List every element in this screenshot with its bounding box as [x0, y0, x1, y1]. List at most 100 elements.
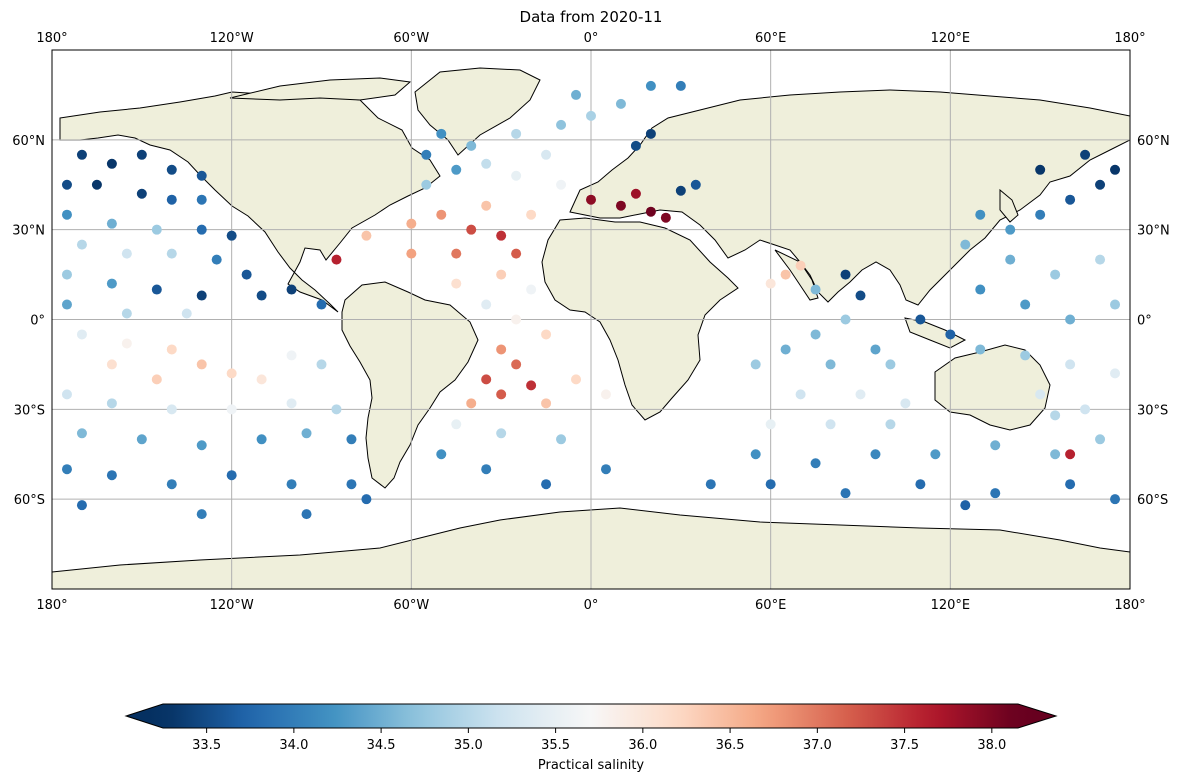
salinity-point — [645, 80, 656, 91]
salinity-point — [76, 500, 87, 511]
salinity-point — [855, 389, 866, 400]
salinity-point — [511, 128, 522, 139]
salinity-point — [451, 248, 462, 259]
colorbar-tick-label: 35.0 — [454, 738, 483, 753]
salinity-point — [1080, 149, 1091, 160]
salinity-point — [61, 464, 72, 475]
salinity-point — [600, 464, 611, 475]
salinity-point — [765, 419, 776, 430]
japan-land — [999, 188, 1019, 223]
salinity-point — [541, 149, 552, 160]
salinity-point — [406, 218, 417, 229]
salinity-point — [451, 278, 462, 289]
x-tick-label: 120°W — [210, 31, 254, 46]
salinity-point — [750, 449, 761, 460]
arctic-islands-land — [229, 77, 412, 101]
salinity-point — [675, 185, 686, 196]
salinity-point — [151, 374, 162, 385]
salinity-point — [810, 329, 821, 340]
salinity-point — [421, 149, 432, 160]
salinity-point — [571, 374, 582, 385]
salinity-point — [196, 194, 207, 205]
y-tick-labels-right: 60°N 30°N 0° 30°S 60°S — [1137, 134, 1170, 508]
greenland-land — [414, 67, 541, 156]
salinity-point — [511, 170, 522, 181]
salinity-point — [181, 308, 192, 319]
salinity-point — [615, 200, 626, 211]
y-tick-label: 30°N — [12, 224, 45, 239]
salinity-point — [496, 230, 507, 241]
salinity-point — [196, 224, 207, 235]
salinity-point — [451, 419, 462, 430]
salinity-point — [481, 299, 492, 310]
salinity-point — [1110, 368, 1121, 379]
salinity-point — [825, 359, 836, 370]
salinity-point — [541, 329, 552, 340]
salinity-point — [481, 464, 492, 475]
salinity-point — [466, 398, 477, 409]
salinity-point — [196, 440, 207, 451]
map-frame — [51, 49, 1131, 590]
salinity-point — [541, 479, 552, 490]
salinity-point — [76, 239, 87, 250]
salinity-point — [660, 212, 671, 223]
x-tick-labels-bottom: 180° 120°W 60°W 0° 60°E 120°E 180° — [36, 598, 1145, 613]
salinity-point — [1065, 314, 1076, 325]
salinity-point — [496, 344, 507, 355]
salinity-point — [960, 500, 971, 511]
salinity-point — [810, 458, 821, 469]
salinity-point — [106, 359, 117, 370]
salinity-point — [765, 278, 776, 289]
salinity-point — [226, 230, 237, 241]
salinity-point — [1020, 299, 1031, 310]
colorbar-tick-label: 34.5 — [367, 738, 396, 753]
salinity-point — [556, 434, 567, 445]
y-tick-label: 30°S — [1137, 403, 1168, 418]
x-tick-label: 60°W — [393, 31, 429, 46]
salinity-point — [451, 164, 462, 175]
salinity-point — [331, 254, 342, 265]
y-tick-label: 0° — [1137, 314, 1152, 329]
salinity-point — [1080, 404, 1091, 415]
salinity-point — [825, 419, 836, 430]
salinity-point — [466, 140, 477, 151]
salinity-point — [556, 179, 567, 190]
salinity-point — [436, 449, 447, 460]
salinity-point — [121, 338, 132, 349]
salinity-point — [286, 284, 297, 295]
salinity-point — [750, 359, 761, 370]
salinity-point — [630, 188, 641, 199]
colorbar: 33.5 34.0 34.5 35.0 35.5 36.0 36.5 37.0 37.5 38.0… — [124, 703, 1058, 773]
x-tick-label: 0° — [584, 598, 599, 613]
salinity-point — [211, 254, 222, 265]
salinity-point — [61, 209, 72, 220]
salinity-point — [915, 314, 926, 325]
salinity-point — [76, 428, 87, 439]
salinity-point — [316, 299, 327, 310]
salinity-point — [1050, 269, 1061, 280]
salinity-point — [151, 284, 162, 295]
salinity-point — [166, 479, 177, 490]
salinity-point — [855, 290, 866, 301]
salinity-point — [481, 200, 492, 211]
salinity-point — [1110, 494, 1121, 505]
salinity-point — [346, 479, 357, 490]
salinity-point — [675, 80, 686, 91]
salinity-point — [136, 188, 147, 199]
salinity-point — [526, 380, 537, 391]
salinity-point — [1020, 350, 1031, 361]
colorbar-tick-label: 34.0 — [279, 738, 308, 753]
colorbar-tick-label: 38.0 — [977, 738, 1006, 753]
colorbar-tick-label: 36.5 — [716, 738, 745, 753]
salinity-point — [526, 209, 537, 220]
salinity-point — [840, 488, 851, 499]
salinity-point — [256, 434, 267, 445]
colorbar-tick-label: 36.0 — [628, 738, 657, 753]
salinity-point — [316, 359, 327, 370]
salinity-point — [1065, 194, 1076, 205]
salinity-point — [166, 404, 177, 415]
colorbar-tick-label: 37.5 — [890, 738, 919, 753]
salinity-point — [106, 158, 117, 169]
colorbar-label: Practical salinity — [538, 758, 645, 773]
